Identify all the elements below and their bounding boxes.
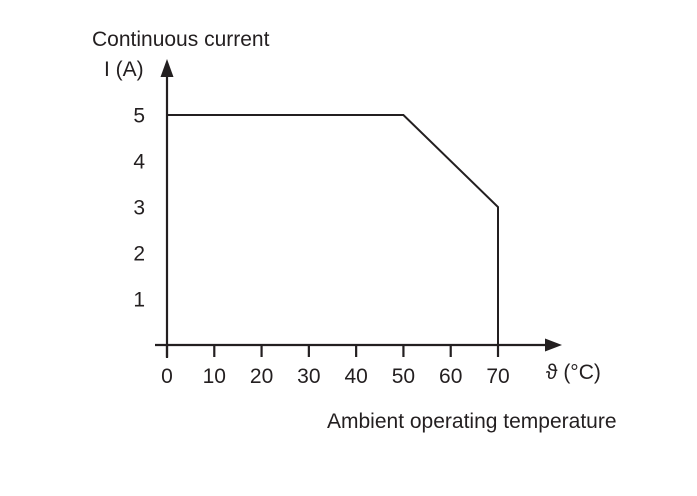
x-tick-label-10: 10 [203,365,226,388]
x-axis-caption: Ambient operating temperature [327,410,617,433]
y-tick-label-3: 3 [133,197,145,220]
y-axis-arrowhead [160,59,174,77]
y-tick-label-5: 5 [133,105,145,128]
x-axis-unit-label: ϑ (°C) [546,361,601,384]
x-tick-label-70: 70 [486,365,509,388]
x-tick-label-20: 20 [250,365,273,388]
x-axis-ticks [165,345,500,357]
x-tick-label-0: 0 [161,365,173,388]
x-tick-label-40: 40 [344,365,367,388]
chart-title: Continuous current [92,28,270,51]
y-tick-label-4: 4 [133,151,145,174]
derating-curve [167,114,499,345]
y-axis-tick-labels: 5 4 3 2 1 [133,105,145,312]
x-tick-label-30: 30 [297,365,320,388]
x-axis-tick-labels: 0 10 20 30 40 50 60 70 [161,365,510,388]
y-tick-label-1: 1 [133,289,145,312]
x-tick-label-50: 50 [392,365,415,388]
x-axis-arrowhead [545,338,562,352]
y-tick-label-2: 2 [133,243,145,266]
x-tick-label-60: 60 [439,365,462,388]
y-axis-unit-label: I (A) [104,58,144,81]
